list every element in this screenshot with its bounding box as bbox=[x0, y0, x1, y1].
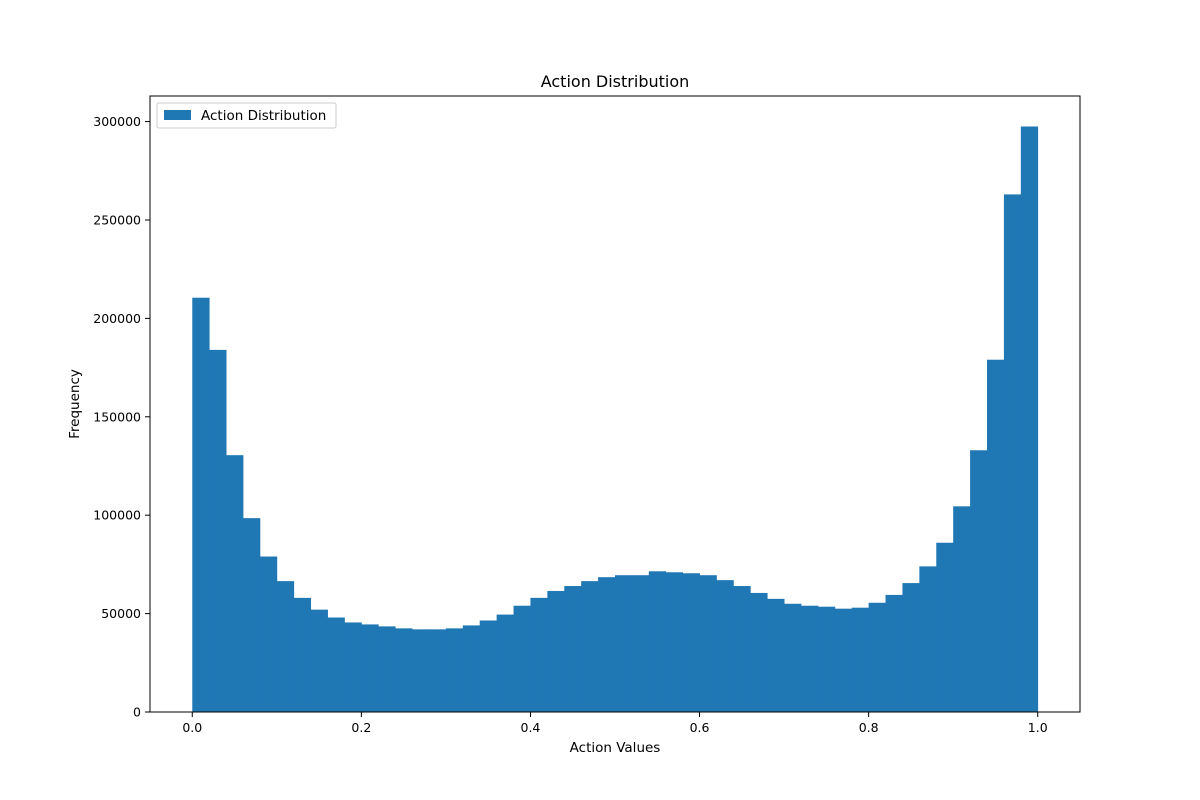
y-tick-label: 250000 bbox=[93, 212, 141, 227]
histogram-bar bbox=[648, 571, 667, 712]
x-tick-label: 0.4 bbox=[521, 720, 541, 735]
histogram-bar bbox=[327, 617, 345, 712]
histogram-bar bbox=[699, 575, 717, 712]
histogram-bar bbox=[868, 602, 886, 712]
histogram-bar bbox=[226, 455, 244, 712]
histogram-bar bbox=[936, 542, 954, 712]
histogram-bar bbox=[496, 614, 514, 712]
histogram-bar bbox=[259, 556, 278, 712]
histogram-bar bbox=[953, 506, 971, 712]
histogram-bar bbox=[581, 581, 599, 712]
x-tick-label: 0.2 bbox=[351, 720, 371, 735]
histogram-bar bbox=[513, 605, 531, 712]
legend-label: Action Distribution bbox=[201, 108, 326, 124]
histogram-bar bbox=[564, 586, 582, 712]
histogram-bar bbox=[970, 450, 988, 712]
x-tick-label: 1.0 bbox=[1028, 720, 1048, 735]
histogram-bar bbox=[310, 609, 328, 712]
histogram-bar bbox=[395, 628, 413, 712]
x-tick-label: 0.8 bbox=[859, 720, 879, 735]
histogram-bar bbox=[919, 566, 937, 712]
legend-frame bbox=[156, 102, 337, 129]
histogram-bar bbox=[665, 572, 684, 712]
y-tick-label: 300000 bbox=[93, 114, 141, 129]
histogram-bar bbox=[733, 586, 751, 712]
histogram-bar bbox=[530, 597, 548, 712]
histogram-bars bbox=[192, 126, 1039, 713]
histogram-bar bbox=[682, 573, 700, 712]
histogram-bar bbox=[344, 622, 362, 712]
y-tick-label: 150000 bbox=[93, 409, 141, 424]
x-axis-ticks: 0.0 0.2 0.4 0.6 0.8 1.0 bbox=[182, 712, 1048, 735]
histogram-bar bbox=[716, 580, 734, 712]
histogram-bar bbox=[801, 605, 819, 712]
y-tick-label: 100000 bbox=[93, 508, 141, 523]
y-axis-ticks: 0 50000 100000 150000 200000 250000 300000 bbox=[93, 114, 150, 720]
chart-title: Action Distribution bbox=[541, 72, 690, 91]
legend-swatch bbox=[164, 110, 191, 120]
histogram-bar bbox=[784, 603, 802, 712]
histogram-bar bbox=[885, 594, 903, 712]
histogram-bar bbox=[598, 577, 616, 712]
x-axis-label: Action Values bbox=[570, 740, 661, 756]
histogram-bar bbox=[817, 606, 836, 712]
histogram-bar bbox=[445, 628, 464, 712]
histogram-bar bbox=[547, 590, 565, 712]
plot-frame bbox=[149, 95, 1081, 713]
y-axis-label: Frequency bbox=[67, 369, 83, 439]
histogram-bar bbox=[479, 620, 498, 712]
legend: Action Distribution bbox=[156, 102, 337, 129]
histogram-bar bbox=[834, 608, 853, 712]
histogram-bar bbox=[1003, 194, 1022, 712]
histogram-bar bbox=[412, 629, 430, 712]
y-tick-label: 200000 bbox=[93, 311, 141, 326]
histogram-bar bbox=[902, 583, 920, 712]
histogram-bar bbox=[987, 359, 1005, 712]
y-tick-label: 0 bbox=[133, 705, 141, 720]
histogram-bar bbox=[1020, 126, 1039, 713]
histogram-bar bbox=[750, 592, 768, 712]
histogram-bar bbox=[243, 518, 261, 712]
x-tick-label: 0.0 bbox=[182, 720, 202, 735]
histogram-bar bbox=[209, 349, 227, 712]
histogram-bar bbox=[293, 597, 312, 712]
histogram-bar bbox=[361, 624, 379, 712]
histogram-bar bbox=[378, 626, 396, 712]
histogram-bar bbox=[851, 607, 870, 712]
histogram-bar bbox=[615, 575, 633, 712]
y-tick-label: 50000 bbox=[101, 606, 141, 621]
x-tick-label: 0.6 bbox=[690, 720, 710, 735]
histogram-bar bbox=[276, 581, 295, 712]
histogram-bar bbox=[429, 629, 447, 712]
histogram-bar bbox=[767, 598, 785, 712]
histogram-bar bbox=[631, 575, 650, 712]
histogram-bar bbox=[192, 297, 210, 712]
histogram-bar bbox=[462, 625, 481, 712]
